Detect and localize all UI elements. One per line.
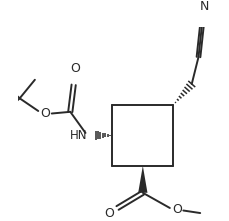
Text: O: O — [172, 203, 182, 216]
Text: O: O — [40, 107, 50, 120]
Polygon shape — [138, 166, 147, 193]
Text: N: N — [199, 0, 208, 13]
Text: O: O — [70, 62, 80, 75]
Text: HN: HN — [69, 129, 87, 142]
Text: O: O — [104, 207, 114, 219]
